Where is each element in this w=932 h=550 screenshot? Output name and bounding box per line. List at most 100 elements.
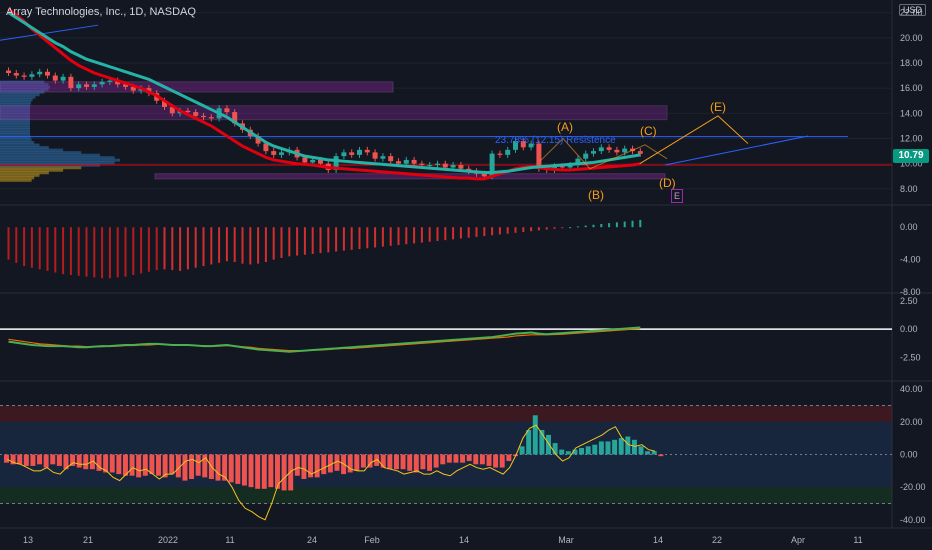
wavetrend-bar	[136, 454, 142, 478]
wavetrend-bar	[453, 454, 459, 463]
volume-profile-bar	[0, 161, 115, 165]
wavetrend-bar	[129, 454, 135, 476]
candle-body	[442, 163, 448, 168]
wavetrend-bar	[334, 454, 340, 471]
volume-profile-bar	[0, 136, 31, 139]
candle-body	[341, 152, 347, 157]
wavetrend-bar	[294, 454, 300, 476]
oversold-band	[0, 487, 892, 504]
currency-label[interactable]: USD	[899, 4, 927, 16]
wavetrend-bar	[301, 454, 307, 479]
wavetrend-bar	[235, 454, 241, 484]
volume-profile-bar	[0, 171, 49, 175]
momentum-bar	[366, 227, 369, 249]
time-tick-label: 14	[459, 535, 469, 545]
momentum-bar	[116, 227, 119, 278]
wavetrend-bar	[592, 444, 598, 455]
wavetrend-bar	[103, 454, 109, 473]
momentum-bar	[30, 227, 33, 268]
oscillator-tick-label: 2.50	[900, 296, 918, 306]
oscillator-tick-label: -2.50	[900, 352, 921, 362]
momentum-bar	[179, 227, 182, 271]
trendline-upper	[0, 24, 99, 41]
candle-body	[76, 84, 82, 89]
momentum-bar	[186, 227, 189, 270]
momentum-bar	[62, 227, 65, 275]
volume-profile-bar	[0, 143, 40, 147]
last-price-tag: 10.79	[893, 149, 929, 163]
wavetrend-bar	[460, 454, 466, 463]
wave-label-c: (C)	[640, 124, 657, 138]
wavetrend-bar	[585, 446, 591, 455]
momentum-bar	[155, 227, 158, 271]
price-tick-label: 18.00	[900, 58, 923, 68]
wavetrend-bar	[281, 454, 287, 491]
volume-profile-bar	[0, 120, 31, 124]
momentum-bar	[296, 227, 299, 256]
candle-body	[497, 153, 503, 155]
candle-body	[271, 151, 277, 155]
candle-body	[598, 147, 604, 152]
momentum-bar	[233, 227, 236, 263]
time-tick-label: 24	[307, 535, 317, 545]
wave-projection-line	[639, 115, 749, 165]
momentum-bar	[210, 227, 213, 265]
wavetrend-bar	[612, 439, 618, 455]
momentum-bar	[459, 227, 462, 239]
wavetrend-bar	[17, 454, 23, 465]
volume-profile-bar	[0, 151, 82, 155]
wavetrend-bar	[202, 454, 208, 478]
momentum-bar	[498, 227, 501, 235]
momentum-tick-label: 0.00	[900, 222, 918, 232]
candle-body	[224, 108, 230, 113]
momentum-bar	[257, 227, 260, 264]
candle-body	[169, 107, 175, 114]
volume-profile-bar	[0, 158, 120, 162]
wavetrend-bar	[83, 454, 89, 470]
wavetrend-bar	[215, 454, 221, 481]
wavetrend-bar	[486, 454, 492, 466]
momentum-bar	[171, 227, 174, 271]
candle-body	[481, 173, 487, 177]
volume-profile-bar	[0, 130, 31, 134]
candle-body	[357, 149, 362, 155]
momentum-bar	[132, 227, 135, 275]
wavetrend-bar	[420, 454, 426, 470]
wavetrend-bar	[122, 454, 128, 476]
price-tick-label: 22.00	[900, 8, 923, 18]
momentum-bar	[420, 227, 423, 243]
wavetrend-bar	[50, 454, 56, 465]
candle-body	[130, 86, 136, 91]
wavetrend-bar	[169, 454, 175, 475]
candle-body	[115, 80, 121, 85]
wavetrend-bar	[446, 454, 452, 463]
candle-body	[388, 156, 394, 162]
volume-profile-bar	[0, 100, 32, 104]
candle-body	[302, 157, 308, 163]
momentum-bar	[483, 227, 486, 237]
wavetrend-bar	[479, 454, 485, 465]
volume-profile-bar	[0, 123, 31, 127]
price-tick-label: 10.00	[900, 159, 923, 169]
wavetrend-bar	[142, 454, 148, 476]
candle-body	[45, 71, 50, 76]
price-tick-label: 16.00	[900, 83, 923, 93]
volume-profile-bar	[0, 83, 49, 87]
wavetrend-bar	[413, 454, 419, 473]
momentum-bar	[124, 227, 127, 277]
wavetrend-bar	[347, 454, 353, 473]
wavetrend-bar	[387, 454, 393, 470]
candle-body	[99, 81, 105, 85]
wavetrend-bar	[631, 439, 637, 455]
candle-body	[13, 73, 19, 76]
wavetrend-bar	[96, 454, 102, 471]
wavetrend-bar	[56, 454, 62, 466]
momentum-bar	[639, 219, 642, 228]
time-tick-label: 21	[83, 535, 93, 545]
candle-body	[84, 84, 89, 87]
momentum-bar	[225, 227, 228, 262]
momentum-bar	[140, 227, 143, 274]
momentum-bar	[374, 227, 377, 248]
candle-body	[91, 84, 97, 87]
